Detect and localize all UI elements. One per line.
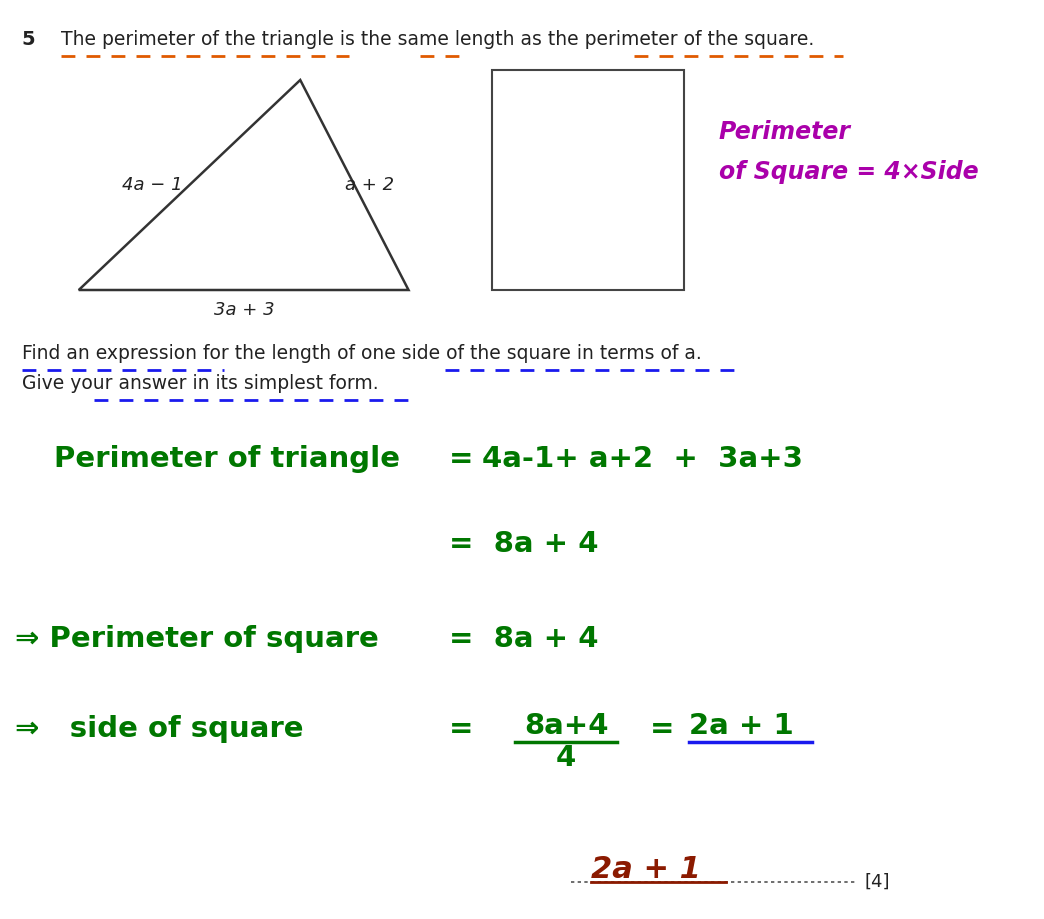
Text: =  8a + 4: = 8a + 4 — [449, 625, 598, 653]
Text: 4a − 1: 4a − 1 — [122, 176, 183, 194]
Text: 4: 4 — [555, 744, 576, 772]
Text: of Square = 4×Side: of Square = 4×Side — [718, 160, 978, 184]
Text: Give your answer in its simplest form.: Give your answer in its simplest form. — [22, 374, 378, 393]
Text: =: = — [449, 715, 473, 743]
Bar — [492, 70, 684, 290]
Text: Find an expression for the length of one side of the square in terms of a.: Find an expression for the length of one… — [22, 344, 702, 363]
Text: ⇒ Perimeter of square: ⇒ Perimeter of square — [15, 625, 379, 653]
Text: 3a + 3: 3a + 3 — [214, 301, 275, 319]
Text: 4a-1+ a+2  +  3a+3: 4a-1+ a+2 + 3a+3 — [482, 445, 804, 473]
Text: The perimeter of the triangle is the same length as the perimeter of the square.: The perimeter of the triangle is the sam… — [61, 30, 814, 49]
Text: 2a + 1: 2a + 1 — [689, 712, 793, 740]
Text: Perimeter: Perimeter — [718, 120, 851, 144]
Text: 2a + 1: 2a + 1 — [591, 855, 701, 884]
Text: a + 2: a + 2 — [345, 176, 394, 194]
Text: ⇒   side of square: ⇒ side of square — [15, 715, 303, 743]
Text: Perimeter of triangle: Perimeter of triangle — [54, 445, 400, 473]
Text: 5: 5 — [22, 30, 35, 49]
Text: =: = — [449, 445, 473, 473]
Text: [4]: [4] — [864, 873, 889, 891]
Text: 8a+4: 8a+4 — [524, 712, 609, 740]
Text: =: = — [649, 715, 674, 743]
Text: =  8a + 4: = 8a + 4 — [449, 530, 598, 558]
